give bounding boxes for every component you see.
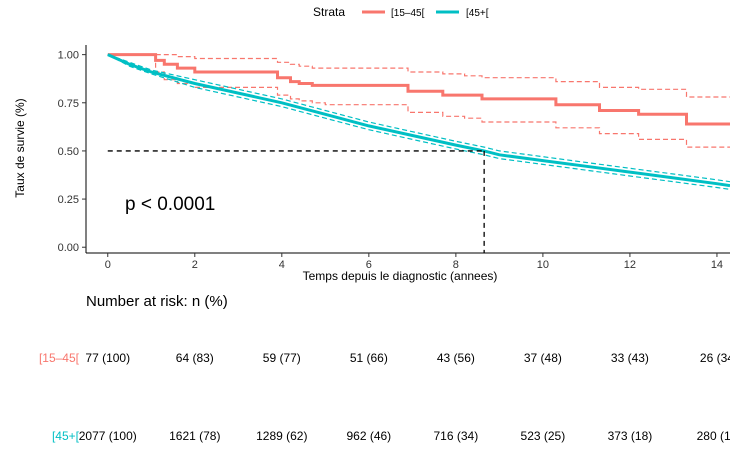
- series-2-ci-upper: [107, 54, 730, 183]
- risk-row-label: [15–45[: [39, 351, 80, 365]
- risk-cell: 37 (48): [524, 351, 562, 365]
- risk-cell: 77 (100): [85, 351, 130, 365]
- risk-cell: 373 (18): [608, 429, 653, 443]
- risk-table-title: Number at risk: n (%): [86, 293, 228, 310]
- x-tick-label: 14: [711, 259, 723, 271]
- risk-cell: 716 (34): [434, 429, 479, 443]
- series-1-survival-line: [107, 53, 730, 126]
- risk-cell: 2077 (100): [79, 429, 137, 443]
- risk-cell: 51 (66): [350, 351, 388, 365]
- y-ticks: 0.00 0.25 0.50 0.75 1.00: [58, 50, 86, 254]
- series-layer: [107, 53, 730, 190]
- x-axis-title: Temps depuis le diagnostic (annees): [303, 269, 498, 283]
- risk-cell: 33 (43): [611, 351, 649, 365]
- x-tick-label: 10: [537, 259, 549, 271]
- risk-cell: 26 (34: [700, 351, 730, 365]
- x-tick-label: 2: [192, 259, 198, 271]
- risk-cell: 64 (83): [176, 351, 214, 365]
- risk-cell: 43 (56): [437, 351, 475, 365]
- risk-table: [15–45[ 77 (100) 64 (83) 59 (77) 51 (66) 43 (…: [39, 351, 730, 443]
- risk-cell: 280 (13: [697, 429, 730, 443]
- p-value-annotation: p < 0.0001: [125, 194, 215, 215]
- y-axis-title: Taux de survie (%): [13, 98, 27, 197]
- risk-cell: 1289 (62): [256, 429, 307, 443]
- x-tick-label: 4: [279, 259, 285, 271]
- y-tick-label: 0.25: [58, 194, 79, 206]
- x-ticks: 0 2 4 6 8 10 12 14: [105, 253, 723, 271]
- x-tick-label: 6: [366, 259, 372, 271]
- legend-title: Strata: [313, 5, 345, 19]
- series-2-ci-lower: [107, 54, 730, 190]
- x-tick-label: 8: [453, 259, 459, 271]
- x-tick-label: 0: [105, 259, 111, 271]
- series-2-survival-line: [107, 53, 730, 188]
- y-tick-label: 1.00: [58, 50, 79, 62]
- risk-cell: 523 (25): [521, 429, 566, 443]
- median-lines: [107, 150, 485, 253]
- risk-cell: 962 (46): [346, 429, 391, 443]
- legend-label-series-1: [15–45[: [391, 8, 425, 19]
- series-1-ci-upper: [107, 54, 730, 98]
- y-tick-label: 0.00: [58, 242, 79, 254]
- risk-cell: 1621 (78): [169, 429, 220, 443]
- legend-label-series-2: [45+[: [466, 8, 489, 19]
- risk-row-label: [45+[: [52, 429, 80, 443]
- x-tick-label: 12: [624, 259, 636, 271]
- y-tick-label: 0.75: [58, 98, 79, 110]
- risk-cell: 59 (77): [263, 351, 301, 365]
- y-tick-label: 0.50: [58, 146, 79, 158]
- legend: Strata [15–45[ [45+[: [313, 5, 489, 19]
